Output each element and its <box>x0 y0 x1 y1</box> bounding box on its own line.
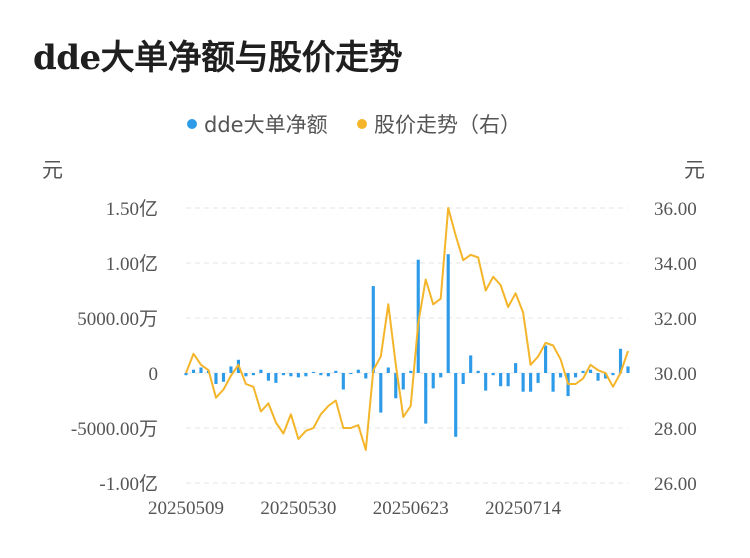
legend-marker-price <box>357 119 367 129</box>
bar <box>191 369 196 373</box>
bar <box>199 367 203 373</box>
bar <box>529 373 533 392</box>
bar <box>424 373 428 424</box>
bar <box>626 366 630 373</box>
right-tick-label: 28.00 <box>654 419 697 440</box>
right-tick-label: 34.00 <box>654 254 697 275</box>
bar <box>536 373 540 383</box>
legend-marker-dde <box>187 119 197 129</box>
bar <box>289 373 293 377</box>
bar <box>611 373 615 376</box>
bar <box>379 373 383 413</box>
bar <box>371 286 375 373</box>
bar <box>506 373 510 387</box>
bar <box>588 369 593 373</box>
bar <box>259 369 263 373</box>
right-axis-unit: 元 <box>684 158 705 182</box>
bar <box>214 373 218 384</box>
left-tick-label: -1.00亿 <box>99 473 158 495</box>
bar <box>514 363 518 373</box>
bar <box>296 373 300 378</box>
bar <box>326 373 330 377</box>
x-tick-label: 20250509 <box>148 498 224 519</box>
bar <box>386 367 390 373</box>
bar <box>401 373 405 390</box>
line-series <box>185 207 629 451</box>
left-tick-label: 0 <box>149 364 159 385</box>
axis-ticks: 1.50亿 1.00亿 5000.00万 0 -5000.00万 -1.00亿 36.00 3… <box>71 198 697 519</box>
bar <box>596 373 600 381</box>
legend-label-price: 股价走势（右） <box>374 113 521 137</box>
bar <box>364 373 368 379</box>
bar <box>334 370 338 373</box>
bar <box>281 373 285 376</box>
left-tick-label: 1.00亿 <box>106 253 158 275</box>
bar <box>439 373 443 378</box>
bar <box>416 259 420 373</box>
right-tick-label: 30.00 <box>654 364 697 385</box>
chart-title: dde大单净额与股价走势 <box>33 38 403 78</box>
bar <box>581 370 585 373</box>
bar <box>244 373 248 377</box>
x-tick-label: 20250623 <box>373 498 449 519</box>
bar <box>341 373 345 390</box>
bar <box>446 254 450 373</box>
left-tick-label: 1.50亿 <box>106 198 158 220</box>
x-tick-label: 20250530 <box>260 498 336 519</box>
right-tick-label: 36.00 <box>654 199 697 220</box>
bar <box>266 373 270 381</box>
bar <box>484 373 488 391</box>
bar <box>469 355 473 373</box>
x-tick-label: 20250714 <box>485 498 562 519</box>
right-tick-label: 26.00 <box>654 474 697 495</box>
bar <box>304 373 308 377</box>
bar <box>251 373 255 376</box>
left-tick-label: -5000.00万 <box>71 419 158 440</box>
legend-label-dde: dde大单净额 <box>204 113 328 137</box>
gridlines <box>186 207 628 484</box>
bar <box>461 373 465 384</box>
bar <box>551 373 555 392</box>
bar <box>409 370 413 373</box>
bar <box>394 373 398 399</box>
bar-series <box>184 254 630 437</box>
bar <box>618 348 623 373</box>
bar <box>476 370 480 373</box>
left-tick-label: 5000.00万 <box>77 309 158 330</box>
bar <box>274 373 278 383</box>
legend[interactable]: dde大单净额 股价走势（右） <box>187 113 521 137</box>
left-axis-unit: 元 <box>42 158 63 182</box>
bar <box>319 373 323 376</box>
bar <box>356 369 360 373</box>
bar <box>229 366 233 373</box>
price-line <box>185 207 629 451</box>
bar <box>544 345 548 373</box>
bar <box>454 373 458 437</box>
bar <box>221 373 226 382</box>
bar <box>311 371 315 373</box>
bar <box>573 373 578 378</box>
right-tick-label: 32.00 <box>654 309 697 330</box>
bar <box>521 373 525 392</box>
bar <box>491 373 495 376</box>
bar <box>499 373 503 387</box>
bar <box>184 373 188 376</box>
bar <box>559 373 563 378</box>
bar <box>431 373 435 389</box>
bar <box>349 373 353 375</box>
bar <box>603 373 608 379</box>
